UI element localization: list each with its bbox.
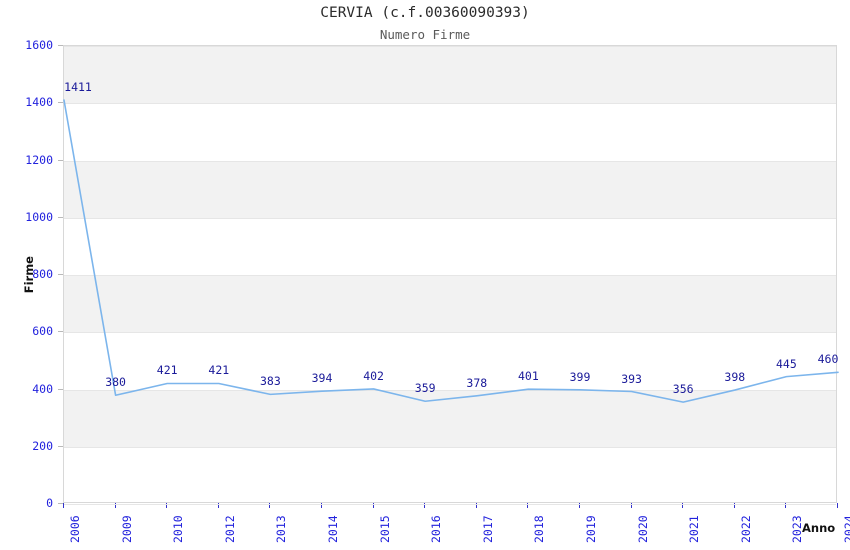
x-axis-tick <box>734 503 735 508</box>
y-axis-tick <box>58 274 63 275</box>
gridline <box>64 161 836 162</box>
y-axis-tick <box>58 446 63 447</box>
x-axis-tick-label-2013: 2013 <box>274 515 289 543</box>
x-axis-tick-label-2010: 2010 <box>171 515 186 543</box>
data-label-2020: 393 <box>621 371 642 386</box>
x-axis-tick-label-2018: 2018 <box>532 515 547 543</box>
gridline <box>64 332 836 333</box>
x-axis-tick-label-2023: 2023 <box>790 515 805 543</box>
data-label-2021: 356 <box>672 382 694 397</box>
x-axis-tick <box>218 503 219 508</box>
data-label-2022: 398 <box>724 370 746 385</box>
y-axis-tick <box>58 331 63 332</box>
x-axis-tick <box>579 503 580 508</box>
gridline <box>64 103 836 104</box>
data-label-2023: 445 <box>776 356 797 371</box>
x-axis-title: Anno <box>802 521 836 535</box>
gridline <box>64 275 836 276</box>
y-axis-tick-label: 0 <box>46 496 53 510</box>
x-axis-tick-label-2015: 2015 <box>377 515 392 543</box>
gridline <box>64 390 836 391</box>
y-axis-tick-label: 600 <box>32 324 53 339</box>
x-axis-tick-label-2006: 2006 <box>68 515 82 543</box>
plot-band <box>64 160 836 218</box>
data-label-2014: 394 <box>311 371 333 386</box>
y-axis-tick-label: 1000 <box>25 209 53 224</box>
x-axis-tick <box>476 503 477 508</box>
x-axis-tick-label-2012: 2012 <box>222 515 237 543</box>
gridline <box>64 504 836 505</box>
chart-title: CERVIA (c.f.00360090393) <box>320 5 530 21</box>
data-label-2009: 380 <box>105 375 126 390</box>
x-axis-tick <box>269 503 270 508</box>
x-axis-tick <box>631 503 632 508</box>
data-label-2010: 421 <box>156 363 178 378</box>
x-axis-tick <box>63 503 64 508</box>
y-axis-tick <box>58 503 63 504</box>
y-axis-tick-label: 1400 <box>25 95 53 110</box>
y-axis-tick-label: 1200 <box>25 152 53 167</box>
data-label-2006: 1411 <box>64 80 92 95</box>
y-axis-tick-label: 800 <box>32 267 53 281</box>
x-axis-tick <box>837 503 838 508</box>
x-axis-tick-label-2022: 2022 <box>738 515 753 543</box>
x-axis-tick-label-2009: 2009 <box>119 515 134 543</box>
plot-area: 1411 380 421 421 383 394 402 359 378 401 399 393 356… <box>63 45 839 505</box>
data-label-2019: 399 <box>569 369 591 384</box>
y-axis-tick <box>58 217 63 218</box>
data-label-2016: 359 <box>414 381 436 396</box>
plot-band <box>64 275 836 333</box>
x-axis-tick <box>424 503 425 508</box>
data-label-2024: 460 <box>817 352 839 367</box>
data-label-2017: 378 <box>466 375 488 390</box>
series-path <box>63 99 839 403</box>
x-axis-tick <box>785 503 786 508</box>
x-axis-tick <box>115 503 116 508</box>
x-axis-tick-label-2019: 2019 <box>584 515 598 543</box>
y-axis-tick <box>58 160 63 161</box>
x-axis-tick-label-2020: 2020 <box>635 515 650 543</box>
x-axis-tick-label-2021: 2021 <box>687 515 702 543</box>
x-axis-tick <box>166 503 167 508</box>
x-axis-tick-label-2014: 2014 <box>326 515 340 543</box>
series-line-numero-firme <box>63 99 839 403</box>
y-axis-tick-label: 200 <box>32 438 53 453</box>
x-axis-tick <box>373 503 374 508</box>
x-axis-tick-label-2017: 2017 <box>480 515 495 543</box>
data-label-2018: 401 <box>518 369 539 384</box>
gridline <box>64 46 836 47</box>
plot-band <box>64 46 836 104</box>
gridline <box>64 218 836 219</box>
x-axis-tick-label-2016: 2016 <box>429 515 444 543</box>
x-axis-tick <box>527 503 528 508</box>
y-axis-tick-label: 400 <box>32 381 53 396</box>
y-axis-tick <box>58 102 63 103</box>
data-label-2015: 402 <box>363 368 384 383</box>
x-axis-tick-label-2024: 2024 <box>842 515 850 543</box>
y-axis-tick <box>58 389 63 390</box>
data-label-2012: 421 <box>208 363 230 378</box>
data-label-2013: 383 <box>260 374 281 389</box>
y-axis-tick <box>58 45 63 46</box>
x-axis-tick <box>682 503 683 508</box>
y-axis-tick-label: 1600 <box>25 38 53 52</box>
gridline <box>64 447 836 448</box>
chart-subtitle: Numero Firme <box>379 27 471 42</box>
x-axis-tick <box>321 503 322 508</box>
